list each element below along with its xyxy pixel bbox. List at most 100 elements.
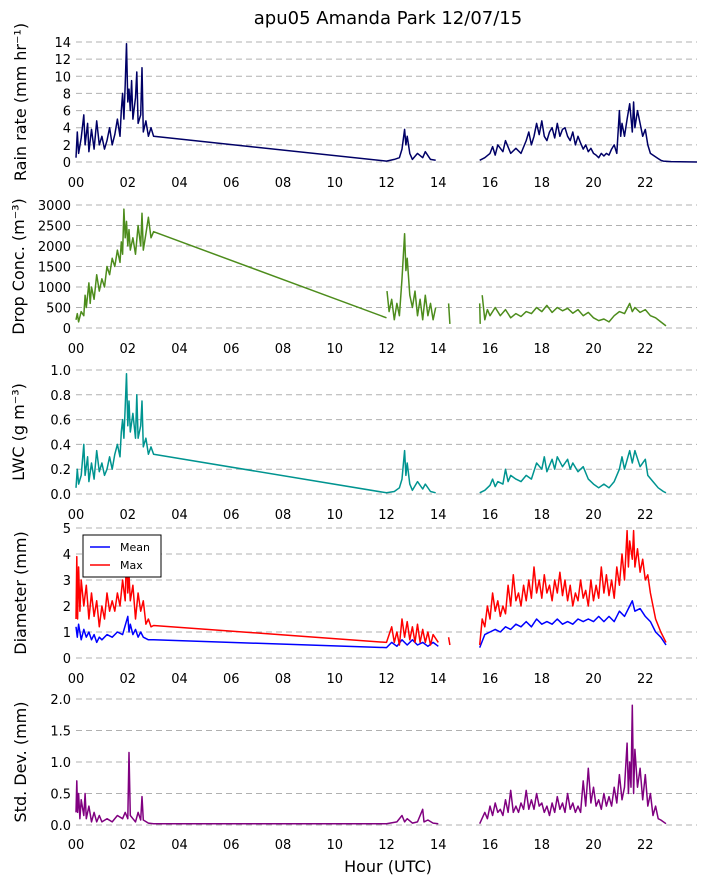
x-tick-label: 16 xyxy=(482,342,499,357)
legend-label-max: Max xyxy=(120,559,143,572)
y-tick-label: 0.4 xyxy=(50,438,71,453)
x-tick-label: 14 xyxy=(430,672,447,687)
x-tick-label: 08 xyxy=(275,838,292,853)
x-tick-label: 04 xyxy=(171,508,188,523)
y-tick-label: 12 xyxy=(54,53,71,68)
x-tick-label: 14 xyxy=(430,176,447,191)
x-tick-label: 12 xyxy=(378,672,395,687)
x-tick-label: 08 xyxy=(275,342,292,357)
x-tick-label: 04 xyxy=(171,672,188,687)
series-line-mean xyxy=(75,600,667,649)
y-axis-label: Std. Dev. (mm) xyxy=(11,702,30,823)
x-tick-label: 20 xyxy=(585,672,602,687)
x-tick-label: 00 xyxy=(68,342,85,357)
x-tick-label: 10 xyxy=(326,176,343,191)
x-tick-label: 00 xyxy=(68,672,85,687)
x-tick-label: 16 xyxy=(482,508,499,523)
x-tick-label: 18 xyxy=(533,508,550,523)
x-tick-label: 20 xyxy=(585,508,602,523)
y-axis-label: Rain rate (mm hr⁻¹) xyxy=(11,23,30,181)
x-tick-label: 00 xyxy=(68,838,85,853)
y-tick-label: 2500 xyxy=(38,220,71,235)
x-axis-label: Hour (UTC) xyxy=(344,857,432,876)
series-line-1 xyxy=(75,42,698,163)
panel-3: 0.0 0.2 0.4 0.6 0.8 1.0 00 02 04 06 08 10 12 14 16 18 20… xyxy=(9,364,697,523)
y-tick-label: 0.8 xyxy=(50,389,71,404)
x-tick-label: 02 xyxy=(119,508,136,523)
x-tick-label: 16 xyxy=(482,838,499,853)
y-tick-label: 5 xyxy=(63,522,71,537)
x-tick-label: 04 xyxy=(171,176,188,191)
x-tick-label: 00 xyxy=(68,508,85,523)
x-tick-label: 04 xyxy=(171,342,188,357)
y-tick-label: 500 xyxy=(46,302,71,317)
x-tick-label: 22 xyxy=(637,342,654,357)
y-tick-label: 2 xyxy=(63,139,71,154)
y-axis-label: Drop Conc. (m⁻³) xyxy=(9,198,28,335)
y-tick-label: 2.0 xyxy=(50,693,71,708)
x-tick-label: 20 xyxy=(585,176,602,191)
x-tick-label: 06 xyxy=(223,176,240,191)
x-tick-label: 14 xyxy=(430,342,447,357)
y-tick-label: 0.6 xyxy=(50,414,71,429)
x-tick-label: 02 xyxy=(119,342,136,357)
x-tick-label: 20 xyxy=(585,342,602,357)
y-tick-label: 8 xyxy=(63,87,71,102)
x-tick-label: 06 xyxy=(223,342,240,357)
x-tick-label: 12 xyxy=(378,508,395,523)
x-tick-label: 02 xyxy=(119,838,136,853)
y-tick-label: 0.2 xyxy=(50,463,71,478)
x-tick-label: 14 xyxy=(430,508,447,523)
y-tick-label: 1.5 xyxy=(50,725,71,740)
y-tick-label: 3 xyxy=(63,574,71,589)
y-tick-label: 4 xyxy=(63,548,71,563)
y-tick-label: 0 xyxy=(63,156,71,171)
x-tick-label: 08 xyxy=(275,508,292,523)
series-line-3 xyxy=(75,372,667,494)
y-tick-label: 6 xyxy=(63,105,71,120)
y-tick-label: 1 xyxy=(63,626,71,641)
x-tick-label: 10 xyxy=(326,508,343,523)
y-tick-label: 0 xyxy=(63,322,71,337)
legend-box xyxy=(82,534,162,578)
y-tick-label: 2 xyxy=(63,600,71,615)
series-line-2 xyxy=(75,208,667,327)
y-axis-label: LWC (g m⁻³) xyxy=(9,383,28,481)
y-tick-label: 2000 xyxy=(38,240,71,255)
y-tick-label: 14 xyxy=(54,36,71,51)
x-tick-label: 06 xyxy=(223,672,240,687)
x-tick-label: 00 xyxy=(68,176,85,191)
series-line-5 xyxy=(75,704,667,825)
panel-2: 0 500 1000 1500 2000 2500 3000 00 02 04 06 08 10 12 14… xyxy=(9,198,697,357)
y-tick-label: 1.0 xyxy=(50,756,71,771)
x-tick-label: 02 xyxy=(119,672,136,687)
x-tick-label: 16 xyxy=(482,672,499,687)
x-tick-label: 18 xyxy=(533,672,550,687)
x-tick-label: 08 xyxy=(275,672,292,687)
x-tick-label: 12 xyxy=(378,838,395,853)
y-tick-label: 0 xyxy=(63,652,71,667)
x-tick-label: 18 xyxy=(533,176,550,191)
panel-5: 0.0 0.5 1.0 1.5 2.0 00 02 04 06 08 10 12 14 16 18 20 22 S… xyxy=(11,693,697,853)
y-tick-label: 0.0 xyxy=(50,488,71,503)
x-tick-label: 12 xyxy=(378,342,395,357)
y-tick-label: 3000 xyxy=(38,199,71,214)
series-line-max xyxy=(75,529,667,646)
y-tick-label: 1.0 xyxy=(50,364,71,379)
chart-title: apu05 Amanda Park 12/07/15 xyxy=(254,8,522,29)
x-tick-label: 18 xyxy=(533,838,550,853)
legend-label-mean: Mean xyxy=(120,541,150,554)
y-tick-label: 1500 xyxy=(38,261,71,276)
y-axis-label: Diameter (mm) xyxy=(11,531,30,654)
x-tick-label: 10 xyxy=(326,838,343,853)
y-tick-label: 10 xyxy=(54,70,71,85)
x-tick-label: 06 xyxy=(223,508,240,523)
x-tick-label: 22 xyxy=(637,508,654,523)
x-tick-label: 22 xyxy=(637,672,654,687)
x-tick-label: 16 xyxy=(482,176,499,191)
